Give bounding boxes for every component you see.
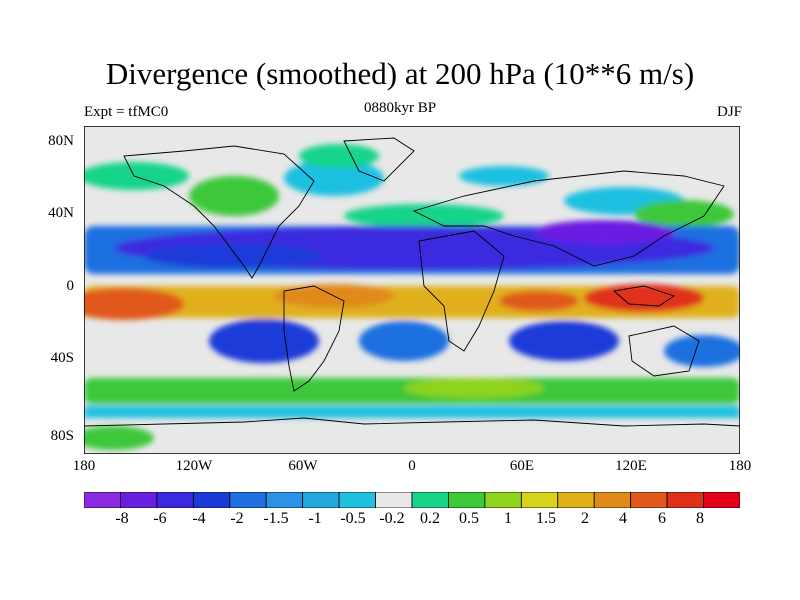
colorbar-label: -1.5: [263, 510, 289, 527]
field-blob: [664, 335, 740, 367]
field-blob: [84, 286, 740, 318]
colorbar-label: -4: [192, 510, 206, 527]
field-blob: [359, 321, 449, 361]
time-label: 0880kyr BP: [363, 100, 437, 116]
colorbar-label: 6: [658, 510, 666, 527]
colorbar-swatch: [375, 492, 413, 508]
lat-label-40n: 40N: [48, 205, 74, 221]
field-blob: [634, 200, 734, 228]
colorbar-swatch: [120, 492, 158, 508]
lon-label-0: 0: [408, 458, 416, 474]
plot-title: Divergence (smoothed) at 200 hPa (10**6 …: [105, 56, 695, 91]
colorbar-label: -6: [153, 510, 167, 527]
colorbar: [84, 492, 740, 508]
lon-label-180e: 180: [728, 458, 752, 474]
field-blob: [404, 378, 544, 398]
field-blob: [284, 160, 384, 196]
coastline-greenland: [343, 137, 415, 182]
colorbar-label: 0.5: [459, 510, 479, 527]
coastline-north-america: [123, 145, 315, 279]
lon-label-120w: 120W: [175, 458, 213, 474]
season-label: DJF: [716, 104, 742, 120]
colorbar-label: -0.2: [379, 510, 405, 527]
colorbar-swatch: [557, 492, 595, 508]
field-blob: [534, 220, 674, 244]
colorbar-label: 1: [504, 510, 512, 527]
lon-label-60e: 60E: [509, 458, 535, 474]
colorbar-swatch: [411, 492, 449, 508]
lat-label-0: 0: [66, 278, 75, 294]
field-blob: [189, 176, 279, 216]
field-blob: [584, 284, 704, 312]
colorbar-label: -8: [115, 510, 129, 527]
experiment-label: Expt = tfMC0: [84, 104, 169, 120]
colorbar-swatch: [703, 492, 740, 508]
colorbar-swatch: [448, 492, 486, 508]
colorbar-swatch: [84, 492, 121, 508]
coastline-antarctica: [84, 417, 740, 427]
colorbar-label: 2: [581, 510, 589, 527]
field-blob: [84, 406, 740, 418]
field-blob: [84, 288, 184, 320]
colorbar-swatch: [593, 492, 632, 508]
colorbar-label: 4: [619, 510, 627, 527]
colorbar-swatch: [338, 492, 376, 508]
lat-label-40s: 40S: [50, 350, 74, 366]
lat-label-80n: 80N: [48, 133, 74, 149]
colorbar-swatch: [520, 492, 559, 508]
coastline-maritime-continent: [612, 285, 676, 307]
field-blob: [209, 319, 319, 363]
colorbar-swatch: [484, 492, 522, 508]
field-blob: [499, 291, 579, 311]
colorbar-swatch: [666, 492, 704, 508]
lon-label-180w: 180: [72, 458, 96, 474]
field-blob: [459, 166, 549, 186]
field-blob: [299, 144, 379, 168]
coastline-africa: [418, 230, 505, 352]
coastline-australia: [628, 325, 700, 377]
colorbar-label: -1: [308, 510, 322, 527]
field-blob: [84, 426, 154, 450]
colorbar-label: 8: [696, 510, 704, 527]
colorbar-swatch: [265, 492, 304, 508]
colorbar-swatch: [630, 492, 668, 508]
field-blob: [84, 162, 189, 190]
lon-label-60w: 60W: [288, 458, 318, 474]
lon-label-120e: 120E: [615, 458, 647, 474]
colorbar-swatch: [156, 492, 194, 508]
colorbar-swatch: [192, 492, 231, 508]
colorbar-swatch: [229, 492, 267, 508]
colorbar-label: 1.5: [536, 510, 556, 527]
coastline-eurasia: [412, 170, 725, 267]
field-blob: [509, 321, 619, 361]
lat-label-80s: 80S: [50, 428, 74, 444]
colorbar-label: -2: [230, 510, 244, 527]
colorbar-label: 0.2: [420, 510, 440, 527]
colorbar-swatch: [302, 492, 340, 508]
divergence-map: [84, 126, 740, 454]
colorbar-label: -0.5: [340, 510, 366, 527]
field-blob: [144, 244, 324, 268]
coastline-south-america: [283, 285, 345, 392]
